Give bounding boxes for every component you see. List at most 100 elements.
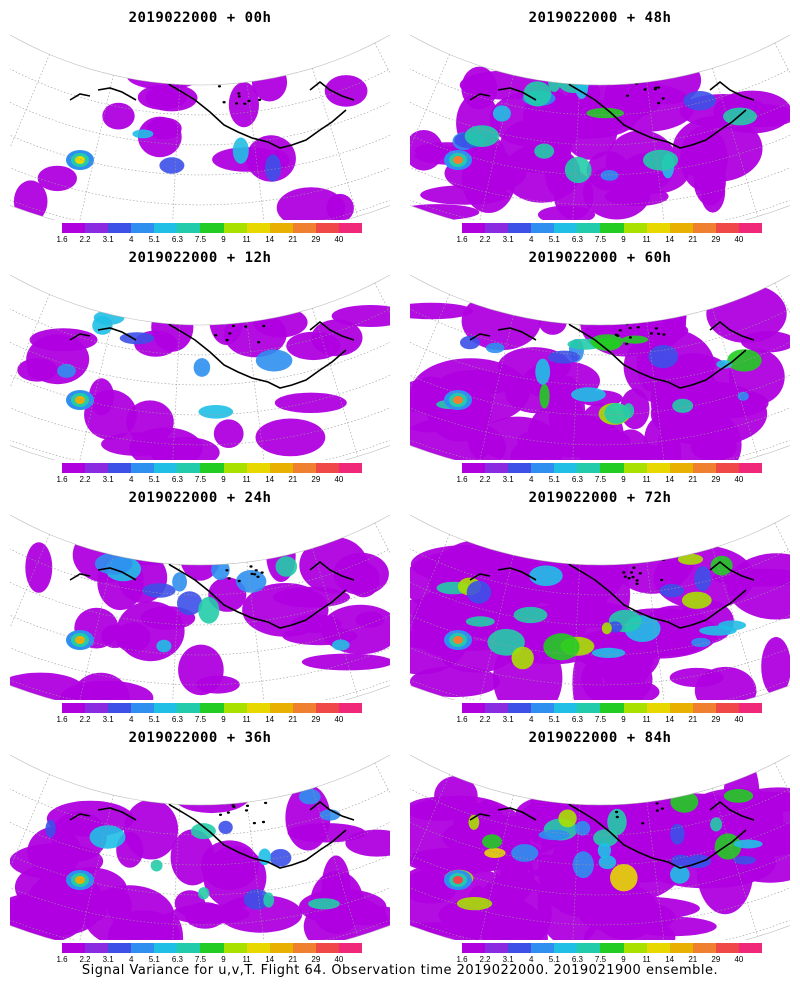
colorbar-swatch xyxy=(246,703,270,713)
colorbar-labels: 1.6 2.2 3.1 4 5.1 6.3 7.5 9 11 14 21 29 40 xyxy=(456,955,756,965)
colorbar-tick-label: 9 xyxy=(621,715,626,724)
colorbar-tick-label: 5.1 xyxy=(548,955,560,964)
colorbar-tick-label: 4 xyxy=(528,475,534,484)
colorbar-tick-label: 40 xyxy=(334,235,344,244)
colorbar xyxy=(462,703,763,713)
panel-title: 2019022000 + 72h xyxy=(528,490,672,506)
colorbar-swatch xyxy=(62,703,86,713)
colorbar-swatch xyxy=(623,943,647,953)
colorbar-tick-label: 6.3 xyxy=(171,475,183,484)
colorbar-labels: 1.6 2.2 3.1 4 5.1 6.3 7.5 9 11 14 21 29 40 xyxy=(56,715,356,725)
variance-map xyxy=(10,270,390,460)
colorbar-swatch xyxy=(154,223,178,233)
colorbar-swatch xyxy=(508,463,532,473)
colorbar-tick-label: 3.1 xyxy=(502,235,514,244)
colorbar xyxy=(62,223,363,233)
colorbar-swatch xyxy=(292,463,316,473)
colorbar-swatch xyxy=(554,463,578,473)
colorbar-tick-label: 3.1 xyxy=(502,475,514,484)
colorbar-tick-label: 11 xyxy=(242,715,251,724)
colorbar-tick-label: 29 xyxy=(711,475,721,484)
colorbar-tick-label: 21 xyxy=(288,475,298,484)
colorbar-swatch xyxy=(62,223,86,233)
forecast-panel: 2019022000 + 24h 1.6 2.2 3.1 4 5.1 6.3 7.5 9 11 14… xyxy=(0,480,400,730)
colorbar-tick-label: 3.1 xyxy=(502,955,514,964)
colorbar-swatch xyxy=(223,223,247,233)
colorbar-swatch xyxy=(200,223,224,233)
colorbar-swatch xyxy=(338,463,363,473)
colorbar-tick-label: 2.2 xyxy=(479,475,491,484)
colorbar-swatch xyxy=(669,223,693,233)
colorbar-tick-label: 7.5 xyxy=(194,955,207,964)
colorbar-tick-label: 1.6 xyxy=(56,235,68,244)
colorbar-tick-label: 9 xyxy=(221,235,226,244)
colorbar-tick-label: 4 xyxy=(528,235,534,244)
colorbar-swatch xyxy=(315,223,339,233)
colorbar-tick-label: 2.2 xyxy=(79,715,91,724)
colorbar-labels: 1.6 2.2 3.1 4 5.1 6.3 7.5 9 11 14 21 29 40 xyxy=(456,715,756,725)
colorbar-swatch xyxy=(531,463,555,473)
forecast-panel: 2019022000 + 48h 1.6 2.2 3.1 4 5.1 6.3 7.5 9 11 14… xyxy=(400,0,800,250)
colorbar-tick-label: 2.2 xyxy=(479,235,491,244)
colorbar-swatch xyxy=(669,703,693,713)
colorbar-swatch xyxy=(738,703,763,713)
colorbar-tick-label: 5.1 xyxy=(548,715,560,724)
forecast-panel: 2019022000 + 60h 1.6 2.2 3.1 4 5.1 6.3 7.5 9 11 14… xyxy=(400,240,800,490)
colorbar-tick-label: 6.3 xyxy=(571,475,583,484)
variance-map xyxy=(10,750,390,940)
colorbar-swatch xyxy=(315,463,339,473)
colorbar-swatch xyxy=(485,703,509,713)
colorbar-tick-label: 1.6 xyxy=(456,955,468,964)
colorbar-labels: 1.6 2.2 3.1 4 5.1 6.3 7.5 9 11 14 21 29 40 xyxy=(56,475,356,485)
panel-title: 2019022000 + 60h xyxy=(528,250,672,266)
colorbar-swatch xyxy=(223,943,247,953)
colorbar-tick-label: 11 xyxy=(642,475,651,484)
colorbar-tick-label: 21 xyxy=(288,955,298,964)
colorbar-swatch xyxy=(692,463,716,473)
colorbar-swatch xyxy=(554,703,578,713)
colorbar-swatch xyxy=(338,943,363,953)
colorbar-swatch xyxy=(531,943,555,953)
colorbar xyxy=(462,943,763,953)
colorbar-labels: 1.6 2.2 3.1 4 5.1 6.3 7.5 9 11 14 21 29 40 xyxy=(56,955,356,965)
colorbar-labels: 1.6 2.2 3.1 4 5.1 6.3 7.5 9 11 14 21 29 40 xyxy=(456,235,756,245)
colorbar-swatch xyxy=(715,943,739,953)
colorbar-swatch xyxy=(738,223,763,233)
colorbar-tick-label: 4 xyxy=(128,235,134,244)
colorbar-tick-label: 40 xyxy=(334,475,344,484)
colorbar-swatch xyxy=(646,223,670,233)
variance-map xyxy=(410,30,790,220)
forecast-panel: 2019022000 + 00h 1.6 2.2 3.1 4 5.1 6.3 7.5 9 11 14… xyxy=(0,0,400,250)
colorbar-swatch xyxy=(600,943,624,953)
colorbar-swatch xyxy=(246,463,270,473)
colorbar-swatch xyxy=(508,223,532,233)
colorbar-swatch xyxy=(108,223,132,233)
colorbar-tick-label: 21 xyxy=(688,475,698,484)
colorbar-tick-label: 11 xyxy=(642,235,651,244)
colorbar-swatch xyxy=(485,463,509,473)
colorbar-tick-label: 40 xyxy=(734,715,744,724)
colorbar-tick-label: 7.5 xyxy=(594,715,607,724)
colorbar-swatch xyxy=(108,703,132,713)
colorbar-swatch xyxy=(462,943,486,953)
colorbar-swatch xyxy=(462,703,486,713)
colorbar-swatch xyxy=(531,703,555,713)
colorbar-tick-label: 3.1 xyxy=(102,955,114,964)
colorbar xyxy=(462,223,763,233)
colorbar-tick-label: 21 xyxy=(688,235,698,244)
colorbar-swatch xyxy=(85,943,109,953)
forecast-panel: 2019022000 + 12h 1.6 2.2 3.1 4 5.1 6.3 7.5 9 11 14… xyxy=(0,240,400,490)
colorbar-swatch xyxy=(85,223,109,233)
colorbar-tick-label: 4 xyxy=(128,955,134,964)
colorbar-tick-label: 3.1 xyxy=(102,235,114,244)
colorbar-swatch xyxy=(508,703,532,713)
colorbar xyxy=(62,943,363,953)
colorbar-tick-label: 9 xyxy=(621,475,626,484)
colorbar-tick-label: 7.5 xyxy=(594,955,607,964)
colorbar-swatch xyxy=(669,463,693,473)
colorbar-swatch xyxy=(200,943,224,953)
colorbar-tick-label: 29 xyxy=(311,715,321,724)
colorbar-tick-label: 4 xyxy=(128,715,134,724)
panel-title: 2019022000 + 24h xyxy=(128,490,272,506)
colorbar-swatch xyxy=(600,223,624,233)
